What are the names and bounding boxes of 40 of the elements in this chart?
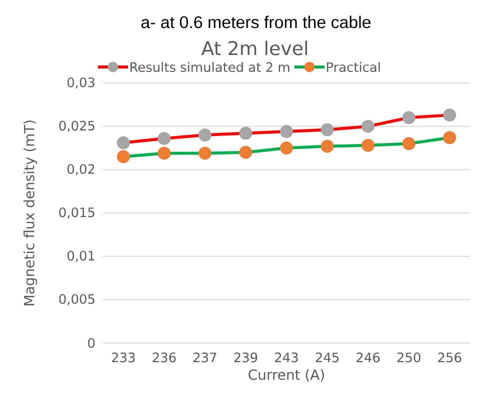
point [158,146,171,160]
point [402,111,416,124]
y-tick-label: 0,005 [59,294,94,306]
chart-title: a- at 0.6 meters from the cable [141,16,371,28]
point [239,126,252,140]
point [443,108,456,122]
point [239,146,252,159]
point [320,123,334,136]
x-axis-title: Current (A) [248,369,324,382]
point [402,137,416,150]
point [280,125,293,138]
y-tick-label: 0,02 [68,164,94,176]
x-tick-label: 250 [397,352,420,362]
legend-label: Results simulated at 2 m [130,62,290,72]
y-tick-label: 0 [88,338,95,348]
point [198,128,212,142]
point [443,131,456,144]
point [116,150,130,164]
x-tick-label: 239 [234,352,258,362]
x-tick-label: 233 [112,352,135,362]
x-tick-label: 243 [275,352,298,362]
x-tick-label: 236 [152,352,176,362]
point [198,146,212,160]
x-tick-label: 256 [438,352,462,362]
x-tick-label: 246 [356,352,380,362]
point [280,142,293,154]
y-tick-label: 0,01 [68,250,94,262]
point [158,132,171,145]
chart-subtitle: At 2m level [201,40,307,56]
point [362,138,375,152]
x-tick-label: 237 [194,352,216,362]
legend-label: Practical [326,62,380,72]
point [116,136,130,150]
y-tick-label: 0,015 [59,207,94,219]
y-tick-label: 0,03 [68,77,94,89]
y-axis-title: Magnetic flux density (mT) [24,120,38,306]
x-tick-label: 245 [316,352,338,362]
y-tick-label: 0,025 [59,120,94,132]
point [320,140,334,153]
point [362,120,375,133]
